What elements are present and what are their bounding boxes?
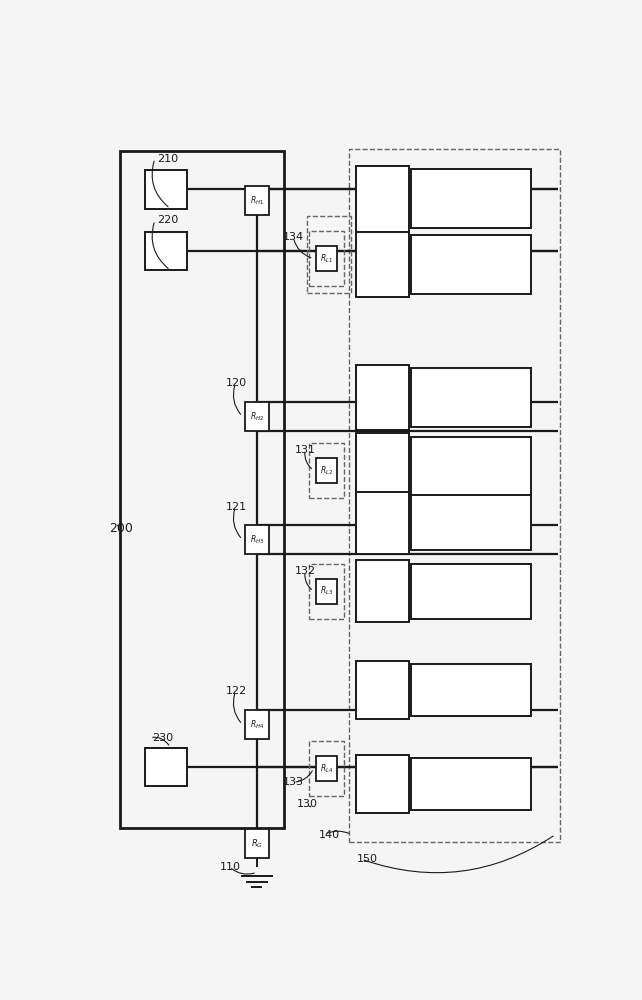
Text: $R_{H1}$: $R_{H1}$	[250, 195, 264, 207]
Bar	[309, 741, 345, 796]
Text: $R_{H3}$: $R_{H3}$	[250, 533, 264, 546]
Text: 210: 210	[157, 153, 178, 163]
Bar	[245, 525, 269, 554]
Bar	[145, 748, 187, 786]
Text: 134: 134	[283, 232, 304, 242]
Text: $R_{H4}$: $R_{H4}$	[250, 718, 264, 731]
Bar	[316, 756, 337, 781]
Text: 230: 230	[152, 733, 173, 743]
Text: $R_{L4}$: $R_{L4}$	[320, 762, 333, 775]
Bar	[120, 151, 284, 828]
Bar	[356, 232, 409, 297]
Bar	[309, 443, 345, 498]
Text: 150: 150	[356, 854, 377, 864]
Text: $R_{L2}$: $R_{L2}$	[320, 464, 333, 477]
Text: 132: 132	[295, 566, 317, 576]
Bar	[411, 664, 530, 716]
Bar	[145, 170, 187, 209]
Bar	[349, 149, 560, 842]
Bar	[411, 368, 530, 427]
Text: $R_G$: $R_G$	[251, 838, 263, 850]
Bar	[411, 169, 530, 228]
Bar	[411, 564, 530, 619]
Text: 122: 122	[225, 686, 247, 696]
Text: 133: 133	[283, 777, 304, 787]
Bar	[309, 564, 345, 619]
Bar	[356, 560, 409, 622]
Bar	[316, 246, 337, 271]
Text: 130: 130	[297, 799, 318, 809]
Bar	[356, 755, 409, 813]
Bar	[411, 437, 530, 496]
Text: $R_{L1}$: $R_{L1}$	[320, 252, 333, 265]
Bar	[356, 492, 409, 554]
Text: 131: 131	[295, 445, 317, 455]
Bar	[411, 758, 530, 810]
Bar	[245, 829, 269, 858]
Text: $R_{H2}$: $R_{H2}$	[250, 410, 264, 423]
Text: 120: 120	[225, 378, 247, 388]
Bar	[356, 365, 409, 430]
Text: $R_{L3}$: $R_{L3}$	[320, 585, 333, 597]
Bar	[356, 166, 409, 232]
Bar	[316, 579, 337, 604]
Bar	[356, 661, 409, 719]
Text: 140: 140	[319, 830, 340, 840]
Bar	[309, 231, 345, 286]
Text: 121: 121	[225, 502, 247, 512]
Bar	[307, 216, 351, 293]
Bar	[145, 232, 187, 270]
Bar	[245, 186, 269, 215]
Bar	[316, 458, 337, 483]
Text: 110: 110	[220, 862, 241, 872]
Bar	[245, 710, 269, 739]
Bar	[356, 433, 409, 499]
Text: 220: 220	[157, 215, 178, 225]
Bar	[245, 402, 269, 431]
Text: 200: 200	[109, 522, 133, 535]
Bar	[411, 495, 530, 550]
Bar	[411, 235, 530, 294]
